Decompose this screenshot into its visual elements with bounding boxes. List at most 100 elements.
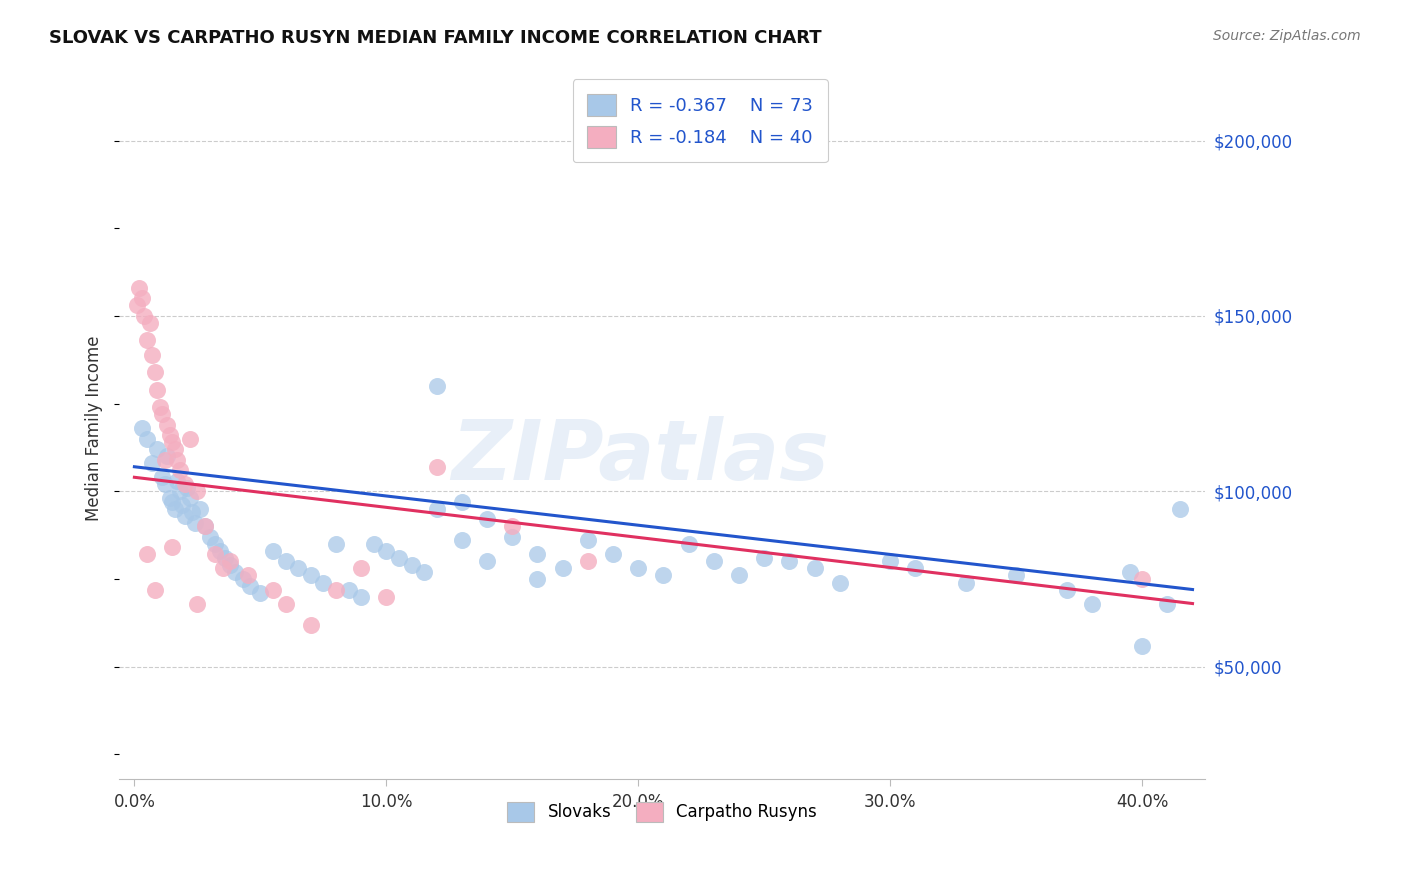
Point [287, 561, 309, 575]
Point [172, 499, 194, 513]
Point [179, 491, 201, 506]
Point [219, 554, 242, 568]
Point [163, 442, 186, 457]
Point [156, 449, 179, 463]
Point [363, 537, 385, 551]
Point [236, 568, 259, 582]
Point [312, 575, 335, 590]
Point [475, 512, 498, 526]
Point [1005, 568, 1028, 582]
Point [239, 579, 262, 593]
Point [160, 495, 183, 509]
Point [160, 541, 183, 555]
Point [262, 544, 284, 558]
Point [134, 309, 156, 323]
Point [249, 586, 271, 600]
Point [401, 558, 423, 572]
Point [150, 470, 173, 484]
Point [143, 365, 166, 379]
Point [1168, 501, 1191, 516]
Point [159, 428, 181, 442]
Point [169, 463, 191, 477]
Point [426, 501, 449, 516]
Point [778, 554, 800, 568]
Point [153, 477, 176, 491]
Point [1080, 597, 1102, 611]
Point [1156, 597, 1178, 611]
Point [138, 316, 160, 330]
Point [1130, 639, 1153, 653]
Point [602, 548, 624, 562]
Point [652, 568, 675, 582]
Point [350, 590, 373, 604]
Point [1130, 572, 1153, 586]
Point [262, 582, 284, 597]
Point [350, 561, 373, 575]
Point [703, 554, 725, 568]
Point [209, 544, 232, 558]
Y-axis label: Median Family Income: Median Family Income [86, 335, 103, 521]
Point [375, 590, 398, 604]
Point [337, 582, 360, 597]
Point [141, 347, 163, 361]
Point [136, 432, 159, 446]
Point [501, 519, 523, 533]
Point [204, 537, 226, 551]
Point [955, 575, 977, 590]
Point [576, 554, 599, 568]
Point [173, 477, 195, 491]
Point [146, 442, 169, 457]
Point [375, 544, 398, 558]
Point [274, 554, 297, 568]
Point [159, 491, 181, 506]
Point [388, 551, 411, 566]
Point [188, 501, 211, 516]
Point [219, 558, 242, 572]
Point [551, 561, 574, 575]
Point [754, 551, 776, 566]
Point [224, 565, 246, 579]
Point [131, 421, 153, 435]
Point [184, 516, 207, 530]
Text: SLOVAK VS CARPATHO RUSYN MEDIAN FAMILY INCOME CORRELATION CHART: SLOVAK VS CARPATHO RUSYN MEDIAN FAMILY I… [49, 29, 823, 46]
Point [143, 582, 166, 597]
Point [526, 548, 548, 562]
Point [501, 530, 523, 544]
Text: ZIPatlas: ZIPatlas [451, 416, 830, 497]
Point [232, 572, 254, 586]
Point [803, 561, 825, 575]
Point [160, 435, 183, 450]
Point [325, 537, 347, 551]
Point [1056, 582, 1078, 597]
Point [678, 537, 700, 551]
Point [186, 484, 208, 499]
Point [879, 554, 901, 568]
Point [166, 474, 188, 488]
Point [627, 561, 650, 575]
Point [451, 495, 474, 509]
Point [299, 568, 322, 582]
Point [136, 334, 159, 348]
Point [179, 432, 201, 446]
Point [173, 508, 195, 523]
Point [728, 568, 751, 582]
Point [176, 481, 198, 495]
Point [299, 617, 322, 632]
Point [125, 298, 148, 312]
Point [526, 572, 548, 586]
Point [274, 597, 297, 611]
Point [475, 554, 498, 568]
Point [153, 452, 176, 467]
Point [146, 383, 169, 397]
Point [214, 551, 236, 566]
Point [194, 519, 217, 533]
Point [211, 561, 233, 575]
Point [166, 452, 188, 467]
Point [426, 459, 449, 474]
Point [828, 575, 851, 590]
Point [204, 548, 226, 562]
Point [194, 519, 217, 533]
Point [156, 417, 179, 432]
Point [163, 501, 186, 516]
Point [198, 530, 221, 544]
